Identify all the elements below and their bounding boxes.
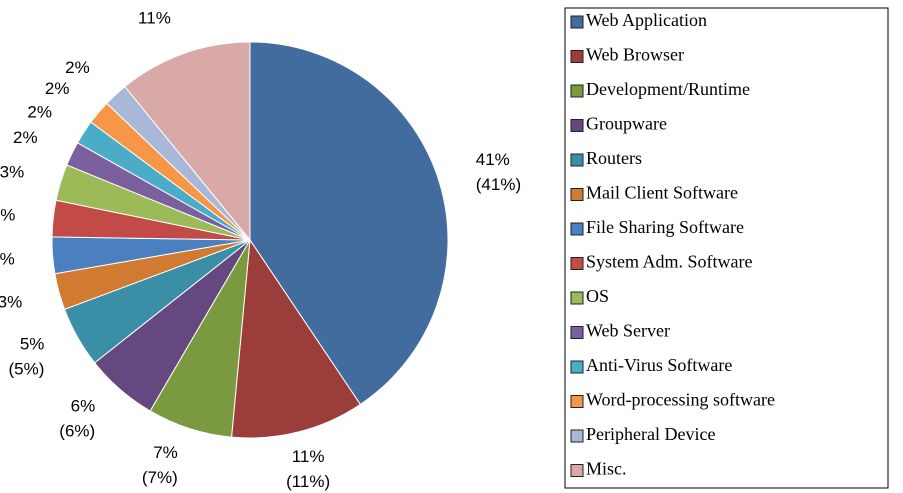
legend-swatch [570, 50, 584, 63]
legend-swatch [570, 257, 584, 270]
data-label: 3% [0, 162, 24, 181]
data-label: 2% [65, 58, 90, 77]
legend-swatch [570, 326, 584, 339]
legend-swatch [570, 188, 584, 201]
legend-label: Misc. [586, 459, 627, 479]
legend-swatch [570, 222, 584, 236]
pie-slice [124, 41, 251, 242]
legend-box [564, 7, 889, 489]
legend-label: Web Browser [586, 45, 684, 65]
legend-swatch [570, 464, 584, 477]
legend-label: Web Server [586, 321, 670, 341]
legend-label: Peripheral Device [586, 424, 715, 444]
data-label: 5% (5%) [8, 334, 44, 378]
data-label: 2% [13, 128, 38, 147]
legend-swatch [570, 153, 584, 167]
legend-label: OS [586, 286, 609, 306]
legend-swatch [570, 291, 584, 305]
data-label: 2% [45, 79, 70, 98]
legend-swatch [570, 360, 584, 374]
data-label: 11% (11%) [286, 447, 330, 491]
data-label: 7% (7%) [142, 443, 178, 487]
legend-label: Web Application [586, 10, 707, 30]
data-label: 11% [138, 9, 171, 28]
data-label: 6% (6%) [59, 397, 95, 441]
data-label: 2% [27, 103, 52, 122]
pie-slice [231, 238, 362, 439]
legend-label: Routers [586, 148, 642, 168]
legend-swatch [570, 84, 584, 98]
data-label: 3% [0, 205, 15, 224]
legend-swatch [570, 15, 584, 29]
legend-label: File Sharing Software [586, 217, 744, 237]
legend-swatch [570, 119, 584, 132]
legend-label: Mail Client Software [586, 183, 738, 203]
legend-swatch [570, 429, 584, 443]
data-label: 3% [0, 249, 15, 268]
legend-swatch [570, 395, 584, 408]
data-label: 41% (41%) [476, 150, 521, 194]
legend-label: Development/Runtime [586, 79, 750, 99]
legend-label: Word-processing software [586, 390, 775, 410]
legend-label: Anti-Virus Software [586, 355, 732, 375]
pie-slice [249, 41, 449, 406]
data-label: 3% [0, 293, 22, 312]
legend-label: Groupware [586, 114, 667, 134]
legend-label: System Adm. Software [586, 252, 753, 272]
